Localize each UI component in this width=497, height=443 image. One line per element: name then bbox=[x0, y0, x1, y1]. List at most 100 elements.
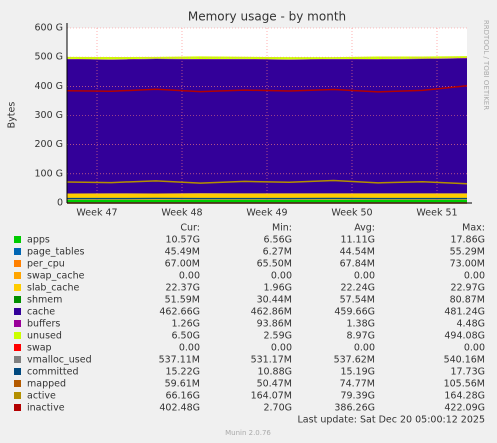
legend-stat: 462.66G bbox=[159, 307, 200, 318]
legend-stat: 73.00M bbox=[450, 259, 485, 270]
legend-stat: 80.87M bbox=[450, 295, 485, 306]
legend-name: per_cpu bbox=[27, 259, 65, 270]
area bbox=[67, 58, 467, 194]
legend-stat: 1.38G bbox=[346, 319, 375, 330]
legend-stat: 15.19G bbox=[340, 367, 375, 378]
legend-stat: 51.59M bbox=[165, 295, 200, 306]
legend-stat: 2.70G bbox=[263, 403, 292, 414]
legend-swatch bbox=[14, 332, 21, 339]
legend-stat: 481.24G bbox=[444, 307, 485, 318]
legend-stat: 10.88G bbox=[257, 367, 292, 378]
legend-header: Avg: bbox=[354, 223, 375, 234]
line bbox=[66, 179, 468, 185]
x-tick-label: Week 49 bbox=[246, 208, 287, 219]
legend-swatch bbox=[14, 344, 21, 351]
x-tick-label: Week 47 bbox=[76, 208, 117, 219]
legend-name: vmalloc_used bbox=[27, 355, 92, 366]
legend-stat: 67.00M bbox=[165, 259, 200, 270]
legend-stat: 30.44M bbox=[257, 295, 292, 306]
legend-stat: 386.26G bbox=[334, 403, 375, 414]
legend-stat: 15.22G bbox=[165, 367, 200, 378]
legend-stat: 17.73G bbox=[450, 367, 485, 378]
legend-name: buffers bbox=[27, 319, 60, 330]
legend-stat: 105.56M bbox=[444, 379, 485, 390]
legend-swatch bbox=[14, 296, 21, 303]
legend-swatch bbox=[14, 272, 21, 279]
y-tick-label: 100 G bbox=[34, 168, 63, 179]
legend-swatch bbox=[14, 260, 21, 267]
legend-stat: 402.48G bbox=[159, 403, 200, 414]
legend-name: swap bbox=[27, 343, 52, 354]
legend-stat: 57.54M bbox=[340, 295, 375, 306]
legend-stat: 494.08G bbox=[444, 331, 485, 342]
legend-stat: 50.47M bbox=[257, 379, 292, 390]
legend-name: mapped bbox=[27, 379, 66, 390]
y-tick-label: 300 G bbox=[34, 110, 63, 121]
legend-swatch bbox=[14, 404, 21, 411]
legend-name: apps bbox=[27, 235, 50, 246]
legend-swatch bbox=[14, 236, 21, 243]
y-axis-label: Bytes bbox=[7, 102, 18, 129]
legend-stat: 540.16M bbox=[444, 355, 485, 366]
area bbox=[67, 57, 467, 60]
x-tick-label: Week 48 bbox=[161, 208, 202, 219]
legend-stat: 10.57G bbox=[165, 235, 200, 246]
legend-stat: 531.17M bbox=[251, 355, 292, 366]
legend-stat: 537.11M bbox=[159, 355, 200, 366]
legend-stat: 22.24G bbox=[340, 283, 375, 294]
y-tick-label: 0 bbox=[57, 198, 63, 209]
y-tick-label: 200 G bbox=[34, 139, 63, 150]
legend-stat: 66.16G bbox=[165, 391, 200, 402]
legend-stat: 59.61M bbox=[165, 379, 200, 390]
legend-stat: 45.49M bbox=[165, 247, 200, 258]
legend-stat: 459.66G bbox=[334, 307, 375, 318]
legend-stat: 6.56G bbox=[263, 235, 292, 246]
line bbox=[66, 85, 468, 93]
legend-stat: 1.26G bbox=[171, 319, 200, 330]
side-text: RRDTOOL / TOBI OETIKER bbox=[482, 20, 490, 110]
legend-stat: 6.27M bbox=[263, 247, 292, 258]
legend-swatch bbox=[14, 392, 21, 399]
legend-name: active bbox=[27, 391, 56, 402]
y-tick-label: 400 G bbox=[34, 81, 63, 92]
x-tick-label: Week 51 bbox=[416, 208, 457, 219]
legend-stat: 164.28G bbox=[444, 391, 485, 402]
legend-name: unused bbox=[27, 331, 62, 342]
last-update: Last update: Sat Dec 20 05:00:12 2025 bbox=[298, 415, 485, 426]
legend-swatch bbox=[14, 356, 21, 363]
legend-stat: 74.77M bbox=[340, 379, 375, 390]
legend-stat: 164.07M bbox=[251, 391, 292, 402]
legend-stat: 55.29M bbox=[450, 247, 485, 258]
legend-stat: 65.50M bbox=[257, 259, 292, 270]
legend-swatch bbox=[14, 248, 21, 255]
legend-stat: 1.96G bbox=[263, 283, 292, 294]
legend-stat: 22.37G bbox=[165, 283, 200, 294]
legend-stat: 67.84M bbox=[340, 259, 375, 270]
legend-name: swap_cache bbox=[27, 271, 85, 282]
legend-stat: 537.62M bbox=[334, 355, 375, 366]
legend-name: slab_cache bbox=[27, 283, 79, 294]
legend-name: inactive bbox=[27, 403, 65, 414]
legend-stat: 93.86M bbox=[257, 319, 292, 330]
y-tick-label: 500 G bbox=[34, 52, 63, 63]
legend-header: Min: bbox=[272, 223, 292, 234]
legend-stat: 8.97G bbox=[346, 331, 375, 342]
legend-swatch bbox=[14, 320, 21, 327]
chart-title: Memory usage - by month bbox=[188, 10, 346, 24]
legend-stat: 0.00 bbox=[179, 343, 200, 354]
legend-stat: 6.50G bbox=[171, 331, 200, 342]
legend-swatch bbox=[14, 368, 21, 375]
legend-stat: 0.00 bbox=[179, 271, 200, 282]
legend-header: Cur: bbox=[180, 223, 200, 234]
x-tick-label: Week 50 bbox=[331, 208, 372, 219]
legend-stat: 0.00 bbox=[271, 343, 292, 354]
legend-name: cache bbox=[27, 307, 55, 318]
legend-stat: 44.54M bbox=[340, 247, 375, 258]
legend-stat: 11.11G bbox=[340, 235, 375, 246]
legend-stat: 0.00 bbox=[354, 271, 375, 282]
legend-swatch bbox=[14, 380, 21, 387]
legend-stat: 79.39G bbox=[340, 391, 375, 402]
legend-name: page_tables bbox=[27, 247, 85, 258]
legend-stat: 17.86G bbox=[450, 235, 485, 246]
